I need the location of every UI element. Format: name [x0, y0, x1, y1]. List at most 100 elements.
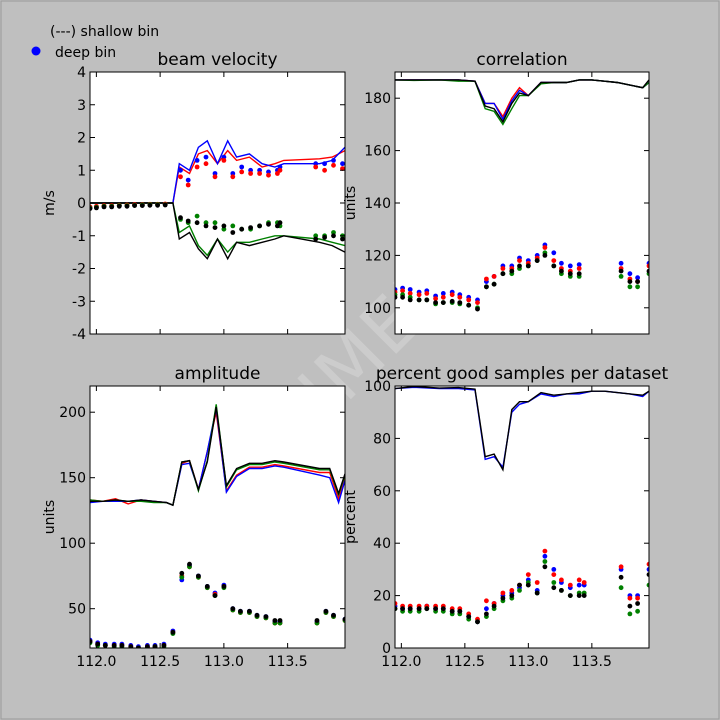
data-point-black [466, 302, 472, 308]
data-point-black [542, 564, 548, 570]
data-point-black [646, 268, 649, 274]
data-point-blue [551, 567, 557, 572]
data-point-green [627, 611, 633, 617]
data-point-green [618, 274, 624, 279]
plot-area [395, 386, 649, 648]
data-point-black [266, 221, 271, 227]
y-tick-label: 200 [59, 405, 86, 421]
data-point-black [204, 584, 210, 589]
data-point-red [331, 162, 336, 168]
data-point-black [331, 233, 336, 239]
data-point-blue [407, 287, 413, 292]
data-point-black [145, 644, 150, 648]
data-point-red [275, 171, 280, 176]
data-point-black [646, 572, 649, 577]
data-point-red [646, 263, 649, 269]
series-line-black [395, 79, 649, 124]
x-tick-label: 112.0 [76, 654, 116, 670]
data-point-red [457, 294, 463, 300]
data-point-green [635, 608, 640, 614]
data-point-black [509, 593, 515, 598]
axes-frame [394, 385, 650, 649]
y-tick-label: 160 [364, 144, 391, 160]
data-point-black [416, 297, 422, 303]
data-point-blue [178, 167, 183, 173]
data-point-black [331, 612, 336, 618]
series-line-black [90, 406, 345, 507]
data-point-blue [313, 161, 319, 167]
data-point-black [119, 643, 125, 648]
y-tick-label: -4 [72, 327, 86, 343]
data-point-red [424, 291, 430, 296]
data-point-black [475, 619, 480, 625]
data-point-black [277, 220, 283, 226]
plot-content [395, 386, 649, 625]
legend-marker-label: deep bin [55, 45, 116, 61]
data-point-blue [230, 171, 236, 176]
y-tick-label: 80 [373, 431, 391, 447]
data-point-black [424, 297, 430, 303]
data-point-black [484, 284, 489, 290]
y-tick-label: 4 [77, 65, 86, 81]
x-tick-label: 112.5 [140, 654, 180, 670]
data-point-blue [576, 262, 582, 267]
data-point-red [484, 276, 489, 282]
data-point-black [139, 203, 145, 209]
data-point-blue [542, 553, 548, 559]
data-point-green [331, 230, 336, 235]
data-point-red [212, 174, 218, 180]
data-point-black [101, 204, 107, 210]
data-point-green [179, 574, 185, 580]
data-point-red [484, 598, 489, 604]
data-point-black [116, 203, 122, 209]
y-axis-label: m/s [42, 190, 58, 216]
data-point-red [500, 590, 506, 596]
data-point-blue [627, 271, 633, 277]
data-point-red [416, 292, 422, 298]
y-tick-label: 40 [373, 536, 391, 552]
data-point-black [525, 263, 531, 269]
x-tick-label: 113.0 [204, 654, 244, 670]
data-point-red [576, 577, 582, 583]
data-point-black [559, 588, 564, 593]
data-point-red [500, 266, 506, 271]
data-point-black [179, 570, 185, 576]
data-point-black [212, 225, 218, 231]
data-point-blue [277, 164, 283, 170]
data-point-black [457, 608, 463, 614]
data-point-green [618, 585, 624, 591]
data-point-black [275, 223, 280, 229]
y-tick-label: 100 [364, 379, 391, 395]
data-point-blue [185, 177, 191, 183]
data-point-black [212, 593, 218, 598]
data-point-red [509, 588, 515, 593]
data-point-black [466, 614, 472, 619]
data-point-blue [559, 260, 564, 266]
data-point-black [277, 618, 283, 623]
data-point-black [400, 294, 405, 300]
data-point-red [221, 158, 227, 163]
series-line-black [395, 386, 649, 472]
data-point-red [248, 171, 254, 176]
panel-title: amplitude [175, 364, 261, 384]
data-point-black [247, 608, 252, 614]
data-point-black [102, 643, 108, 648]
data-point-green [212, 220, 218, 226]
data-point-black [627, 279, 633, 284]
data-point-black [196, 573, 201, 579]
x-tick-label: 112.5 [445, 654, 485, 670]
data-point-green [627, 284, 633, 290]
y-tick-label: 180 [364, 91, 391, 107]
data-point-black [484, 611, 489, 617]
data-point-black [230, 606, 236, 612]
data-point-black [221, 584, 227, 589]
data-point-black [635, 601, 640, 606]
y-tick-label: -3 [72, 294, 86, 310]
data-point-black [534, 258, 540, 263]
y-tick-label: 1 [77, 163, 86, 179]
data-point-black [272, 618, 278, 623]
data-point-black [491, 281, 497, 287]
data-point-black [248, 225, 254, 231]
plot-area [90, 386, 345, 648]
data-point-black [178, 215, 183, 221]
